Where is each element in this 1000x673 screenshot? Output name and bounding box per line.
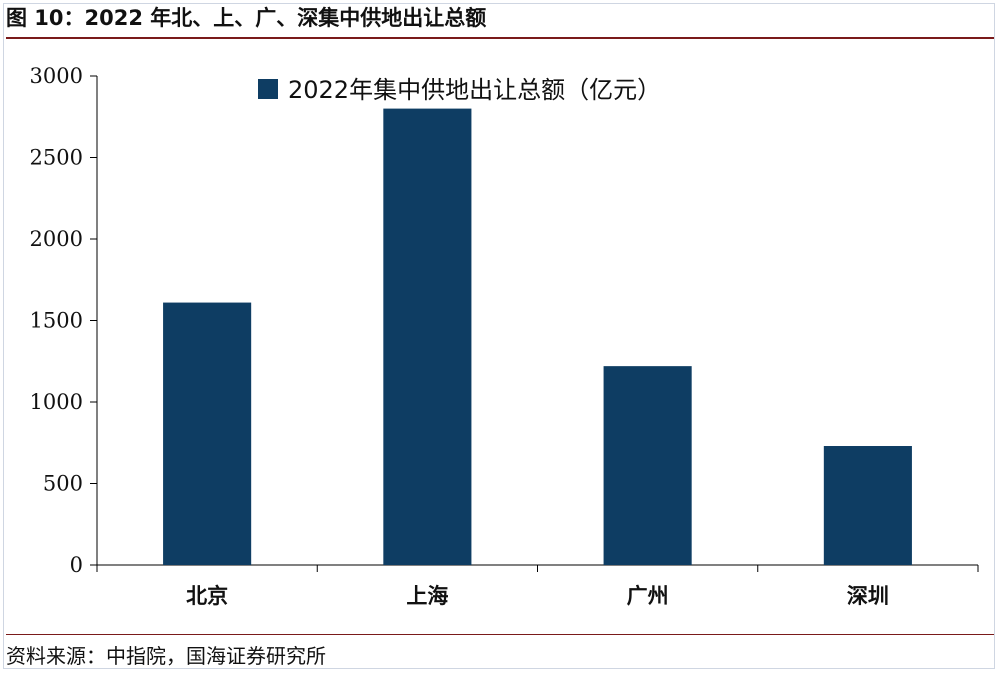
x-tick-label: 广州 xyxy=(627,584,669,608)
x-tick-label: 北京 xyxy=(186,584,228,608)
title-rule xyxy=(6,37,994,39)
x-tick-label: 上海 xyxy=(406,584,448,608)
legend-label: 2022年集中供地出让总额（亿元） xyxy=(288,76,661,104)
y-tick-label: 1000 xyxy=(30,390,83,414)
y-tick-label: 1500 xyxy=(30,309,83,333)
bars xyxy=(163,108,912,565)
bar-2 xyxy=(603,366,692,565)
y-axis: 0 500 1000 1500 2000 2500 3000 xyxy=(30,64,98,577)
y-tick-label: 2000 xyxy=(30,227,83,251)
y-tick-label: 3000 xyxy=(30,64,83,88)
y-tick-label: 2500 xyxy=(30,146,83,170)
figure-title: 图 10：2022 年北、上、广、深集中供地出让总额 xyxy=(6,6,487,30)
source-note: 资料来源：中指院，国海证券研究所 xyxy=(6,644,326,668)
x-axis: 北京 上海 广州 深圳 xyxy=(96,564,979,608)
bar-1 xyxy=(383,108,472,565)
legend-swatch xyxy=(258,79,278,99)
y-tick-label: 0 xyxy=(70,553,83,577)
legend: 2022年集中供地出让总额（亿元） xyxy=(258,76,661,104)
x-tick-label: 深圳 xyxy=(847,584,889,608)
bar-0 xyxy=(163,302,252,565)
figure-frame xyxy=(3,3,995,669)
source-rule xyxy=(6,634,994,635)
y-tick-label: 500 xyxy=(43,472,83,496)
bar-3 xyxy=(823,446,912,565)
